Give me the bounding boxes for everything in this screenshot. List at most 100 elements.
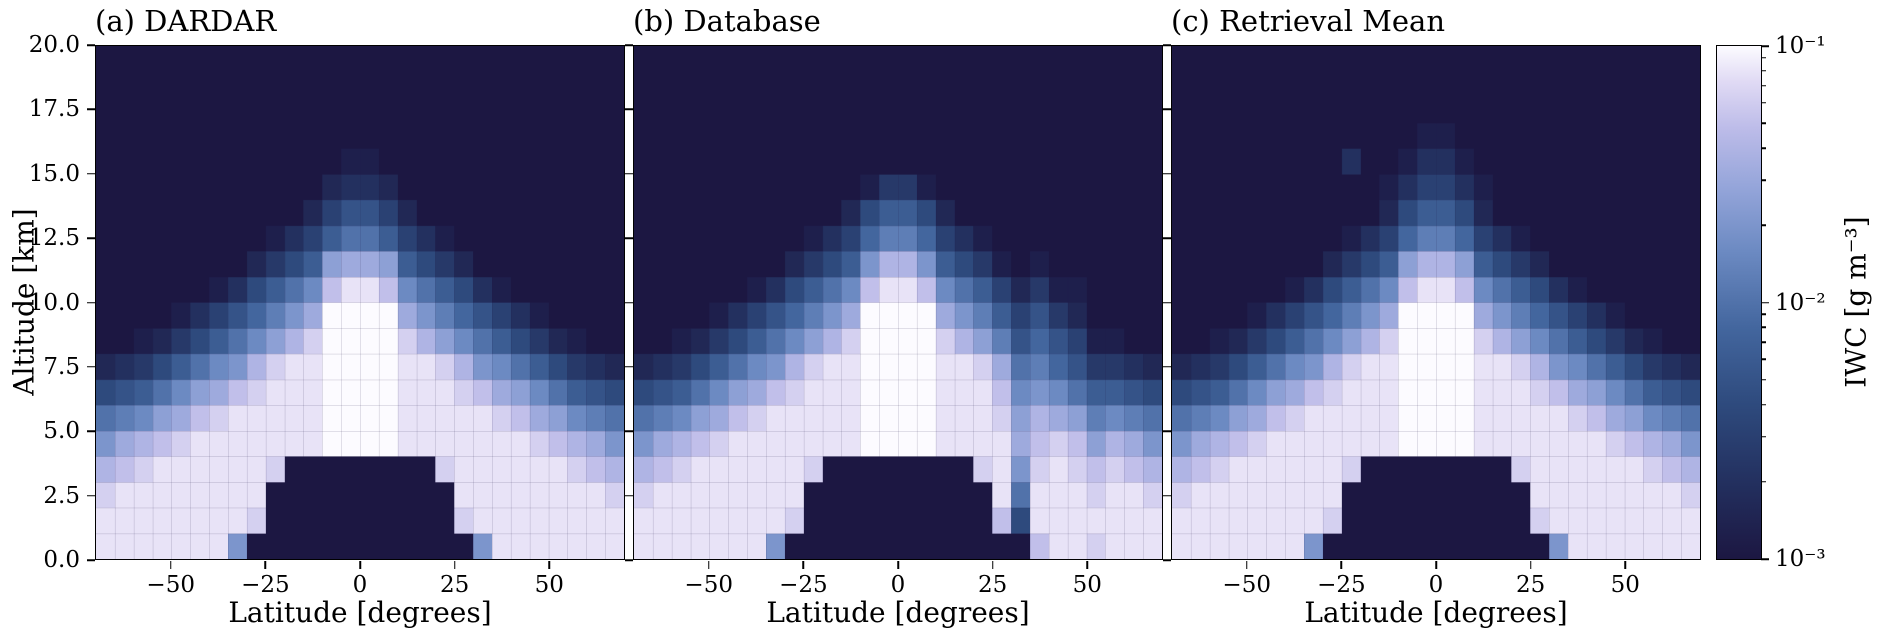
y-tick-mark (86, 430, 95, 432)
x-tick-label: 0 (890, 572, 906, 598)
colorbar-minor-tick-mark (1761, 179, 1766, 181)
colorbar-minor-tick-mark (1761, 224, 1766, 227)
colorbar-minor-tick-mark (1761, 147, 1766, 149)
x-tick-label: 25 (440, 572, 470, 598)
panel-dardar-title: (a) DARDAR (95, 4, 277, 38)
heatmap-database (634, 46, 1162, 559)
colorbar-minor-tick-mark (1761, 102, 1766, 104)
x-tick-mark (359, 561, 361, 569)
panel-database-plot-area (633, 45, 1163, 560)
y-tick-mark (86, 108, 95, 111)
y-tick-mark (1162, 430, 1171, 432)
x-tick-label: 0 (1428, 572, 1444, 598)
panel-database: (b) Database Latitude [degrees] −50 −25 0 2… (624, 4, 1163, 629)
colorbar-minor-tick-mark (1761, 122, 1766, 124)
panel-retrieval-mean-plot-area (1171, 45, 1701, 560)
x-tick-label: −50 (684, 572, 733, 598)
y-tick-mark (624, 494, 633, 497)
y-tick-label: 15.0 (28, 160, 80, 187)
x-tick-label: 50 (1610, 572, 1640, 598)
x-tick-mark (1245, 561, 1248, 569)
y-tick-mark (624, 237, 633, 239)
y-tick-mark (624, 366, 633, 368)
x-tick-label: −50 (146, 572, 195, 598)
y-tick-mark (86, 173, 95, 175)
y-tick-mark (624, 108, 633, 111)
heatmap-dardar (96, 46, 624, 559)
y-tick-mark (1162, 108, 1171, 111)
colorbar-minor-tick-mark (1761, 481, 1766, 483)
panel-retrieval-mean: (c) Retrieval Mean Latitude [degrees] −5… (1162, 4, 1701, 629)
y-tick-mark (1162, 237, 1171, 239)
x-axis-label: Latitude [degrees] (1304, 596, 1568, 629)
x-tick-label: 25 (978, 572, 1008, 598)
colorbar-axis-label: IWC [g m⁻³] (1839, 216, 1873, 388)
x-tick-mark (264, 561, 267, 569)
colorbar-minor-tick-mark (1761, 56, 1766, 59)
y-tick-label: 5.0 (43, 418, 80, 445)
x-tick-mark (802, 561, 805, 569)
x-tick-label: 50 (1072, 572, 1102, 598)
y-tick-label: 0.0 (43, 547, 80, 573)
y-tick-mark (624, 44, 633, 46)
y-tick-label: 10.0 (28, 289, 80, 316)
x-tick-mark (169, 561, 172, 569)
x-tick-mark (897, 561, 899, 569)
y-tick-mark (86, 559, 95, 561)
colorbar-tick-label: 10⁻² (1775, 289, 1826, 316)
x-tick-mark (1435, 561, 1437, 569)
heatmap-retrieval-mean (1172, 46, 1700, 559)
y-tick-label: 17.5 (28, 96, 80, 123)
y-tick-mark (86, 366, 95, 368)
colorbar-major-tick-mark (1761, 558, 1769, 560)
colorbar-minor-tick-mark (1761, 403, 1766, 406)
x-tick-label: −25 (241, 572, 290, 598)
x-tick-mark (1624, 561, 1627, 569)
colorbar-minor-tick-mark (1761, 378, 1766, 381)
y-tick-label: 2.5 (43, 482, 80, 509)
colorbar-major-tick-mark (1761, 301, 1769, 304)
colorbar-tick-label: 10⁻¹ (1775, 33, 1826, 59)
panel-retrieval-mean-title: (c) Retrieval Mean (1171, 4, 1446, 38)
x-tick-mark (453, 561, 456, 569)
panel-dardar-plot-area (95, 45, 625, 560)
colorbar-tick-label: 10⁻³ (1775, 546, 1826, 572)
y-tick-mark (624, 173, 633, 175)
x-tick-label: −25 (1317, 572, 1366, 598)
x-tick-mark (1086, 561, 1089, 569)
panel-database-title: (b) Database (633, 4, 821, 38)
colorbar: 10⁻¹ 10⁻² 10⁻³ (1716, 33, 1826, 572)
y-tick-mark (1162, 494, 1171, 497)
x-tick-mark (1529, 561, 1532, 569)
x-tick-label: 25 (1516, 572, 1546, 598)
x-tick-label: −25 (779, 572, 828, 598)
colorbar-minor-tick-mark (1761, 358, 1766, 361)
colorbar-minor-tick-mark (1761, 326, 1766, 329)
colorbar-minor-tick-mark (1761, 435, 1766, 438)
x-tick-label: 0 (352, 572, 368, 598)
y-tick-mark (624, 301, 633, 304)
colorbar-gradient (1717, 46, 1761, 559)
y-tick-mark (624, 430, 633, 432)
y-tick-mark (86, 301, 95, 304)
y-tick-label: 7.5 (43, 353, 80, 380)
x-axis-label: Latitude [degrees] (228, 596, 492, 629)
colorbar-minor-tick-mark (1761, 313, 1766, 315)
colorbar-minor-tick-mark (1761, 84, 1766, 87)
colorbar-major-tick-mark (1761, 45, 1769, 47)
y-tick-mark (86, 237, 95, 239)
y-tick-mark (1162, 366, 1171, 368)
y-tick-label: 12.5 (28, 225, 80, 252)
y-tick-mark (1162, 44, 1171, 46)
y-tick-mark (1162, 173, 1171, 175)
y-tick-mark (624, 559, 633, 561)
y-tick-mark (86, 494, 95, 497)
x-tick-mark (548, 561, 551, 569)
x-tick-mark (707, 561, 710, 569)
y-tick-mark (1162, 559, 1171, 561)
x-axis-label: Latitude [degrees] (766, 596, 1030, 629)
colorbar-minor-tick-mark (1761, 70, 1766, 72)
x-tick-label: 50 (534, 572, 564, 598)
y-tick-mark (1162, 301, 1171, 304)
